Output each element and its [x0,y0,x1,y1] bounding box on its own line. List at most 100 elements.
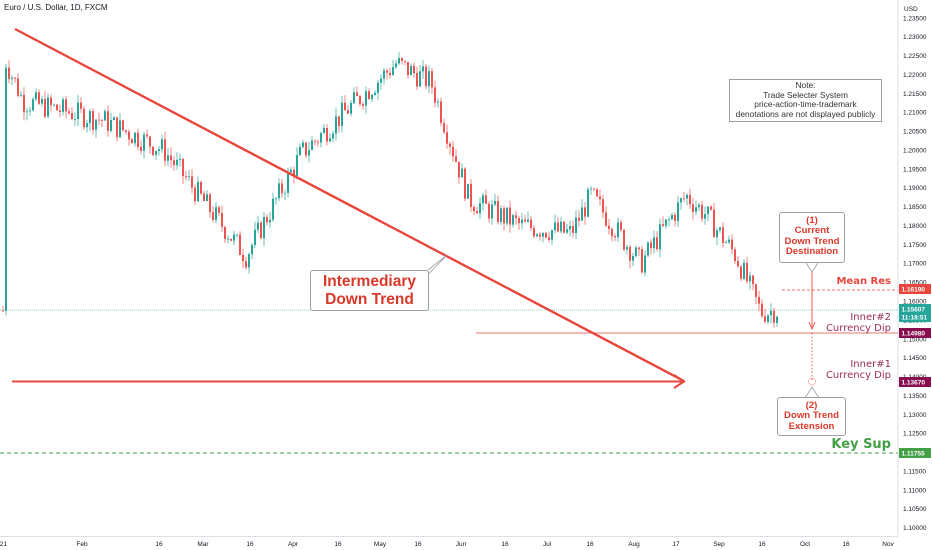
candle-body [464,168,466,199]
candle-body [305,142,307,156]
candle-body [341,102,343,126]
candle-body [5,67,7,311]
candle-body [467,183,469,199]
candle-body [173,160,175,166]
candle-body [623,229,625,250]
callout-line: Intermediary [322,273,417,290]
candle-body [347,110,349,114]
inner1-label: Inner#1 Currency Dip [826,359,891,381]
y-tick-label: 1.16500 [903,280,927,287]
x-tick-label: May [374,541,387,548]
inner2-label: Inner#2 Currency Dip [826,312,891,334]
candle-body [65,99,67,112]
x-tick-label: Nov [882,541,894,548]
candle-body [449,143,451,147]
inner1-line: Inner#1 [850,359,891,370]
candle-body [536,234,538,237]
candle-body [410,65,412,76]
price-tag [899,304,931,314]
candle-body [458,161,460,178]
candle-body [551,230,553,240]
candle-body [584,207,586,217]
candle-body [533,227,535,237]
x-tick-label: Jul [543,541,552,548]
inner2-line: Inner#2 [850,312,891,323]
candle-body [344,102,346,111]
candle-body [335,116,337,134]
x-tick-label: 16 [758,541,766,548]
candle-body [20,94,22,96]
callout-line: (2) [805,400,818,411]
candle-body [164,139,166,161]
candle-body [401,58,403,61]
candle-body [149,136,151,147]
candle-body [251,245,253,255]
candle-body [383,70,385,79]
candle-body [593,188,595,190]
candle-body [197,182,199,202]
candle-body [686,194,688,199]
candle-body [500,208,502,222]
x-tick-label: 2021 [0,541,7,548]
candle-body [47,97,49,117]
candle-body [194,187,196,202]
candle-body [473,207,475,212]
candle-body [287,172,289,193]
candle-body [545,232,547,238]
candle-body [206,194,208,201]
candle-body [218,207,220,213]
candle-body [227,238,229,240]
candle-body [608,225,610,229]
y-tick-label: 1.13000 [903,412,927,419]
candle-body [386,70,388,73]
candle-body [269,219,271,223]
candle-body [245,261,247,268]
candle-body [8,67,10,79]
candle-body [515,215,517,219]
candle-body [182,158,184,177]
candle-body [56,104,58,111]
candle-body [542,232,544,237]
candle-body [494,201,496,205]
candle-body [152,146,154,155]
x-tick-label: Mar [197,541,209,548]
candle-body [116,117,118,138]
note-line: Note: [795,80,816,90]
candle-body [437,101,439,103]
candle-body [461,168,463,178]
candle-body [644,255,646,273]
x-tick-label: Apr [288,541,299,548]
candle-body [41,98,43,104]
candle-body [755,284,757,297]
candle-body [740,266,742,279]
candle-body [527,219,529,222]
candle-body [167,155,169,161]
candle-body [233,234,235,241]
candle-body [713,209,715,238]
candle-body [680,198,682,203]
candle-body [572,226,574,233]
candle-body [524,219,526,222]
y-tick-label: 1.22000 [903,72,927,79]
candle-body [254,229,256,245]
candle-body [104,111,106,121]
candle-body [185,176,187,178]
inner1-line: Currency Dip [825,370,891,381]
candle-body [734,249,736,261]
candle-body [230,238,232,241]
candle-body [611,228,613,237]
candle-body [425,66,427,87]
candle-body [695,207,697,212]
candle-body [29,110,31,112]
candle-body [548,237,550,240]
inner2-line: Currency Dip [825,323,891,334]
candle-body [698,204,700,208]
note-line: Trade Selecter System [763,89,848,100]
candle-body [704,214,706,219]
candle-body [413,65,415,74]
callout-line: Down Trend [784,235,840,247]
candle-body [725,242,727,244]
candle-body [32,99,34,111]
candle-body [428,71,430,87]
candle-body [221,213,223,227]
